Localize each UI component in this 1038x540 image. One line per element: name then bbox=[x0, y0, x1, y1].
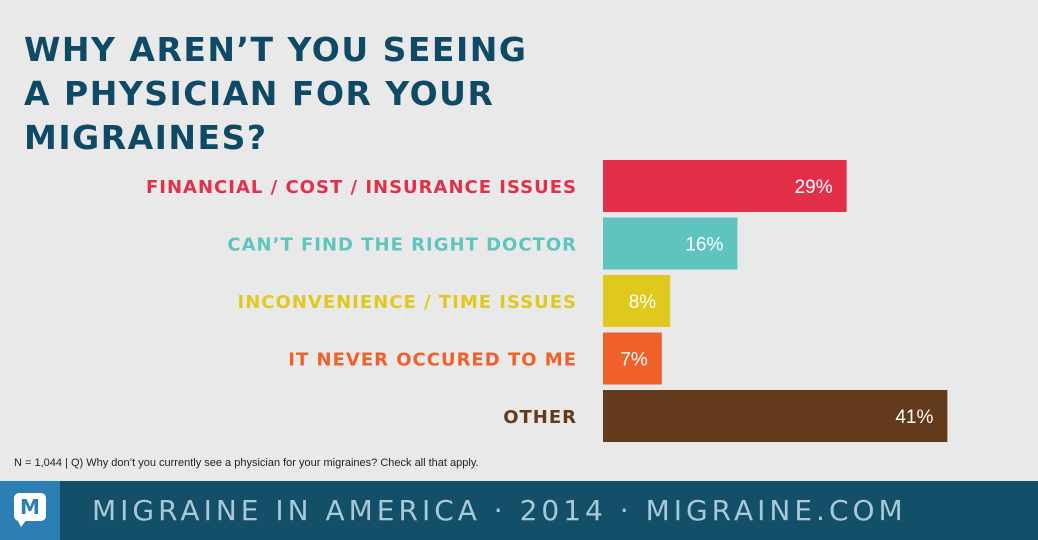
value-label: 16% bbox=[685, 235, 723, 256]
value-label: 7% bbox=[620, 350, 648, 371]
category-label: OTHER bbox=[503, 407, 577, 428]
footnote: N = 1,044 | Q) Why don’t you currently s… bbox=[14, 457, 479, 469]
bar-financial-cost-insurance-issues bbox=[603, 160, 847, 212]
migraine-logo-icon[interactable]: M bbox=[0, 481, 60, 540]
chart-title: WHY AREN’T YOU SEEING A PHYSICIAN FOR YO… bbox=[24, 30, 528, 157]
value-label: 29% bbox=[795, 177, 833, 198]
logo-letter: M bbox=[14, 493, 46, 521]
footer-banner: M MIGRAINE IN AMERICA · 2014 · MIGRAINE.… bbox=[0, 481, 1038, 540]
footer-text: MIGRAINE IN AMERICA · 2014 · MIGRAINE.CO… bbox=[92, 494, 907, 527]
value-label: 41% bbox=[895, 407, 933, 428]
logo-bubble-tail bbox=[17, 519, 27, 527]
bar-chart: FINANCIAL / COST / INSURANCE ISSUES 29% CA… bbox=[146, 160, 948, 442]
category-label: CAN’T FIND THE RIGHT DOCTOR bbox=[227, 235, 577, 256]
category-label: IT NEVER OCCURED TO ME bbox=[288, 350, 577, 371]
category-label: INCONVENIENCE / TIME ISSUES bbox=[238, 292, 577, 313]
value-label: 8% bbox=[629, 292, 657, 313]
bar-inconvenience-time-issues bbox=[603, 275, 671, 327]
bar-other bbox=[603, 390, 948, 442]
bar-it-never-occured-to-me bbox=[603, 332, 662, 385]
bar-can-t-find-the-right-doctor bbox=[603, 217, 738, 270]
category-label: FINANCIAL / COST / INSURANCE ISSUES bbox=[146, 177, 577, 198]
